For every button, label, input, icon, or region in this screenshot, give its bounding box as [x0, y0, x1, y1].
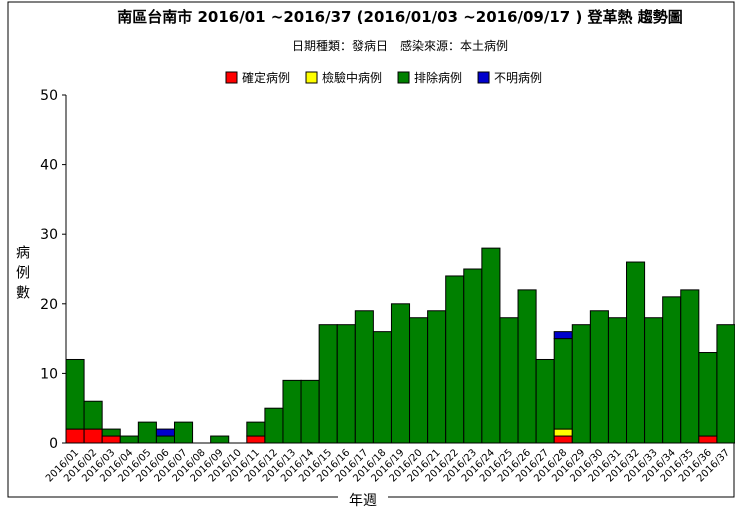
bar-segment	[246, 421, 266, 437]
bar-segment	[318, 324, 338, 444]
bar-segment	[372, 331, 392, 444]
bar-segment	[390, 303, 411, 444]
legend-swatch	[477, 71, 490, 84]
y-tick-label: 40	[40, 158, 58, 174]
legend-swatch	[305, 71, 318, 84]
bar-segment	[553, 435, 573, 444]
x-axis-label: 年週	[349, 493, 377, 509]
bar-segment	[680, 289, 700, 444]
bar-segment	[155, 428, 175, 437]
bar-segment	[210, 435, 230, 444]
legend-label: 排除病例	[414, 70, 462, 85]
x-label-bg	[338, 494, 388, 510]
bar-segment	[626, 261, 646, 444]
bar-segment	[589, 310, 609, 444]
bar-segment	[553, 331, 573, 340]
bar-segment	[101, 428, 121, 437]
bar-segment	[246, 435, 266, 444]
bar-segment	[264, 407, 284, 444]
legend-swatch	[397, 71, 410, 84]
y-tick-label: 10	[40, 366, 58, 382]
bar-segment	[463, 268, 483, 444]
legend-label: 不明病例	[494, 70, 542, 85]
y-tick-label: 30	[40, 227, 58, 243]
bar-segment	[662, 296, 682, 444]
y-tick-label: 20	[40, 297, 58, 313]
bar-segment	[137, 421, 157, 444]
y-tick-label: 50	[40, 88, 58, 104]
bar-segment	[173, 421, 194, 444]
bar-segment	[644, 317, 664, 444]
legend-label: 檢驗中病例	[322, 70, 382, 85]
bar-segment	[499, 317, 519, 444]
bar-segment	[83, 428, 103, 444]
bar-segment	[65, 358, 85, 430]
bar-segment	[517, 289, 537, 444]
y-tick-label: 0	[49, 436, 58, 452]
chart-title: 南區台南市 2016/01 ~2016/37 (2016/01/03 ~2016…	[117, 8, 683, 26]
bar-segment	[336, 324, 356, 444]
legend-label: 確定病例	[242, 70, 290, 85]
bar-segment	[300, 379, 320, 444]
bar-segment	[481, 247, 501, 444]
bar-segment	[119, 435, 139, 444]
bar-segment	[607, 317, 628, 444]
bar-segment	[427, 310, 447, 444]
bar-segment	[445, 275, 465, 444]
bar-segment	[354, 310, 374, 444]
bar-segment	[65, 428, 85, 444]
bar-segment	[716, 324, 735, 444]
bar-segment	[535, 358, 555, 444]
bar-segment	[101, 435, 121, 444]
bar-segment	[83, 400, 103, 430]
bar-segment	[698, 435, 718, 444]
legend-swatch	[225, 71, 238, 84]
y-axis-label: 病例數	[14, 245, 30, 305]
bar-segment	[553, 428, 573, 437]
bar-segment	[553, 338, 573, 430]
bar-segment	[409, 317, 429, 444]
chart-subtitle: 日期種類：發病日 感染來源：本土病例	[292, 38, 508, 53]
bar-segment	[155, 435, 175, 444]
bar-segment	[698, 352, 718, 437]
bar-segment	[571, 324, 591, 444]
bar-segment	[282, 379, 302, 444]
